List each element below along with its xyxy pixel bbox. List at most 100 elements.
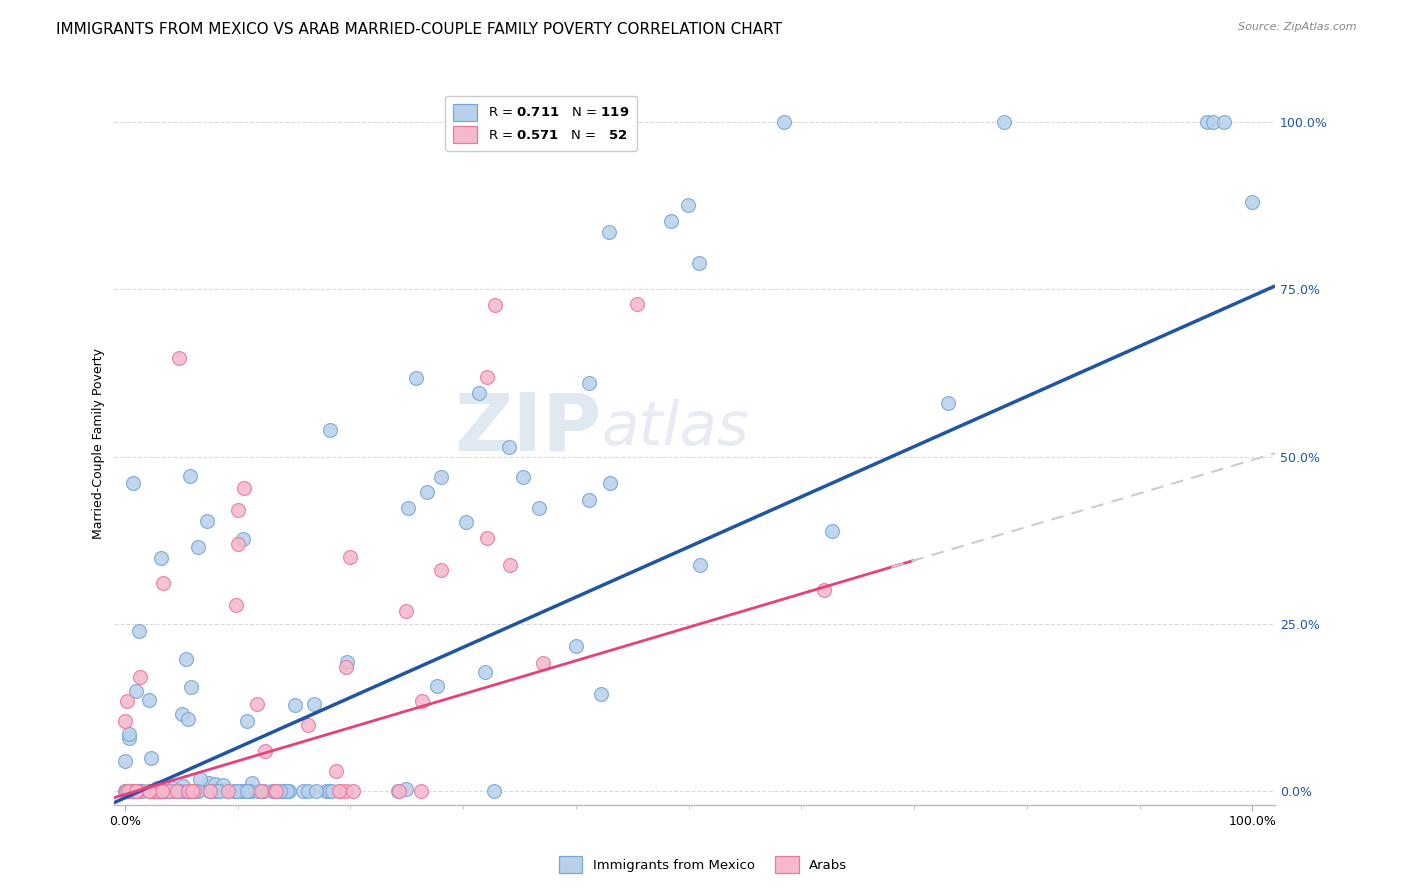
Point <box>395 782 418 797</box>
Point <box>176 784 198 798</box>
Point <box>153 784 176 798</box>
Point <box>118 726 141 740</box>
Point <box>195 515 218 529</box>
Point <box>226 503 249 517</box>
Point <box>254 744 277 758</box>
Point <box>160 784 183 798</box>
Point <box>429 563 451 577</box>
Point <box>270 784 292 798</box>
Point <box>222 784 245 798</box>
Point <box>512 469 534 483</box>
Point <box>177 784 200 798</box>
Point <box>152 576 174 591</box>
Point <box>284 698 307 712</box>
Point <box>249 784 271 798</box>
Point <box>118 731 141 746</box>
Point <box>482 784 505 798</box>
Point <box>125 684 148 698</box>
Point <box>208 784 231 798</box>
Point <box>186 784 208 798</box>
Point <box>319 423 342 437</box>
Point <box>236 784 259 798</box>
Point <box>129 784 152 798</box>
Point <box>678 198 700 212</box>
Point <box>143 784 166 798</box>
Point <box>456 515 478 529</box>
Point <box>589 687 612 701</box>
Point <box>600 115 623 129</box>
Point <box>117 784 139 798</box>
Point <box>565 639 588 653</box>
Point <box>142 784 165 798</box>
Point <box>264 784 287 798</box>
Point <box>498 440 520 454</box>
Legend: R = $\mathbf{0.711}$   N = $\mathbf{119}$, R = $\mathbf{0.571}$   N =   $\mathbf: R = $\mathbf{0.711}$ N = $\mathbf{119}$,… <box>446 95 637 151</box>
Point <box>212 778 235 792</box>
Point <box>342 784 364 798</box>
Point <box>162 780 184 795</box>
Point <box>318 784 340 798</box>
Point <box>269 784 291 798</box>
Point <box>396 501 419 516</box>
Point <box>1213 115 1236 129</box>
Point <box>187 784 209 798</box>
Point <box>172 707 194 722</box>
Point <box>335 784 357 798</box>
Point <box>302 697 325 711</box>
Point <box>1202 115 1225 129</box>
Point <box>527 500 550 515</box>
Point <box>297 784 319 798</box>
Point <box>138 784 160 798</box>
Point <box>276 784 298 798</box>
Point <box>474 665 496 680</box>
Point <box>114 754 136 768</box>
Point <box>388 784 411 798</box>
Point <box>387 784 409 798</box>
Point <box>240 776 263 790</box>
Point <box>145 784 167 798</box>
Point <box>150 784 173 798</box>
Point <box>150 784 173 798</box>
Point <box>139 784 162 798</box>
Point <box>252 784 274 798</box>
Point <box>157 784 180 798</box>
Point <box>138 784 160 798</box>
Point <box>167 351 190 365</box>
Text: IMMIGRANTS FROM MEXICO VS ARAB MARRIED-COUPLE FAMILY POVERTY CORRELATION CHART: IMMIGRANTS FROM MEXICO VS ARAB MARRIED-C… <box>56 22 782 37</box>
Point <box>239 784 262 798</box>
Point <box>204 784 226 798</box>
Point <box>172 779 194 793</box>
Point <box>993 115 1015 129</box>
Point <box>578 493 600 508</box>
Point <box>231 784 253 798</box>
Point <box>405 371 427 385</box>
Point <box>142 784 165 798</box>
Point <box>215 784 238 798</box>
Point <box>426 679 449 693</box>
Point <box>117 784 139 798</box>
Point <box>468 386 491 401</box>
Point <box>484 298 506 312</box>
Point <box>174 652 197 666</box>
Point <box>177 712 200 726</box>
Point <box>411 784 433 798</box>
Point <box>936 396 959 410</box>
Text: ZIP: ZIP <box>454 390 602 467</box>
Point <box>204 777 226 791</box>
Point <box>179 469 201 483</box>
Point <box>157 784 180 798</box>
Point <box>813 583 835 598</box>
Point <box>329 784 352 798</box>
Point <box>292 784 315 798</box>
Point <box>148 784 170 798</box>
Point <box>226 784 249 798</box>
Point <box>146 781 169 796</box>
Point <box>165 784 187 798</box>
Point <box>124 784 146 798</box>
Point <box>125 784 148 798</box>
Point <box>117 784 139 798</box>
Point <box>125 784 148 798</box>
Point <box>172 784 194 798</box>
Point <box>262 784 284 798</box>
Point <box>139 784 162 798</box>
